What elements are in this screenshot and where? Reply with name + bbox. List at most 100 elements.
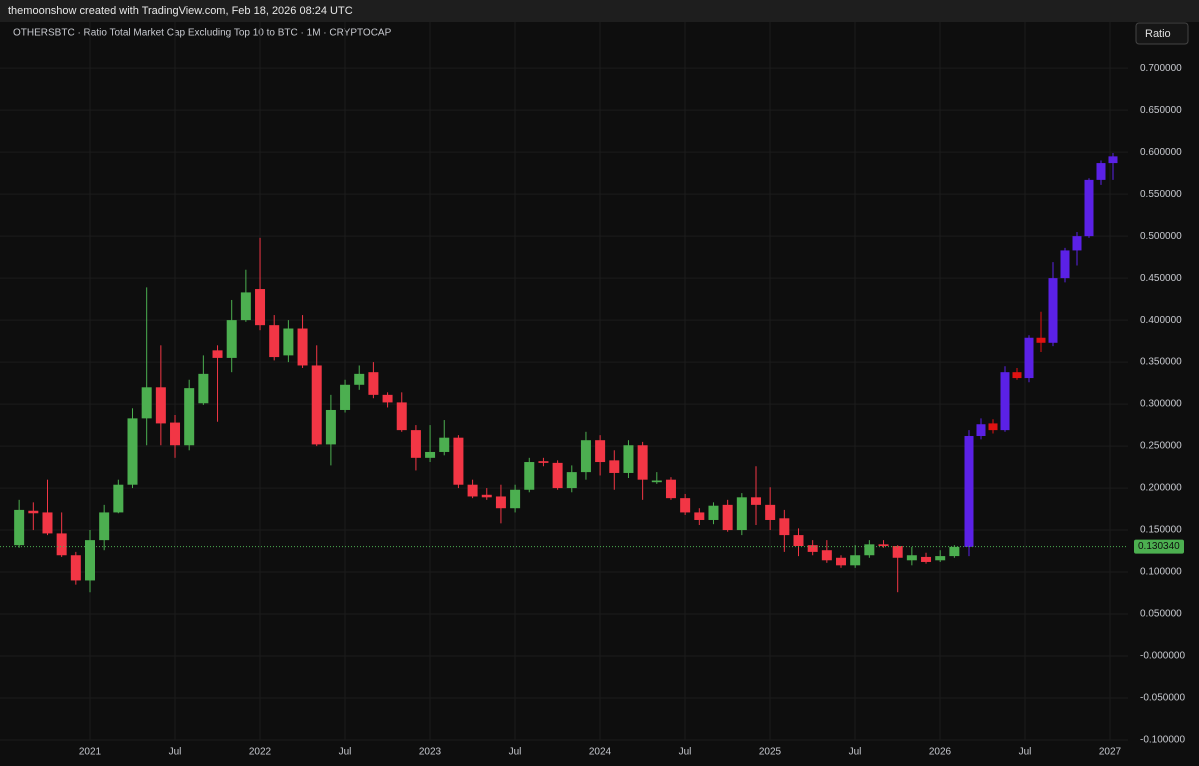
x-tick-label: 2027 xyxy=(1099,747,1122,758)
candle-body xyxy=(1084,179,1094,237)
candle-body xyxy=(495,496,506,509)
candle-body xyxy=(935,556,946,561)
candle-body xyxy=(481,494,492,498)
y-tick-label: 0.200000 xyxy=(1140,483,1182,494)
candle-body xyxy=(42,512,53,534)
candle-body xyxy=(1072,236,1082,251)
x-tick-label: Jul xyxy=(1019,747,1032,758)
candle-body xyxy=(28,510,39,514)
y-tick-label: 0.500000 xyxy=(1140,231,1182,242)
y-tick-label: 0.400000 xyxy=(1140,315,1182,326)
x-tick-label: Jul xyxy=(679,747,692,758)
candle-body xyxy=(736,497,747,531)
candle-body xyxy=(623,445,634,473)
y-tick-label: 0.050000 xyxy=(1140,609,1182,620)
x-tick-label: 2026 xyxy=(929,747,952,758)
candle-body xyxy=(976,424,986,437)
y-tick-label: 0.150000 xyxy=(1140,525,1182,536)
candle-body xyxy=(85,540,95,581)
candle-body xyxy=(892,546,903,558)
candle-body xyxy=(255,289,266,326)
y-tick-label: -0.000000 xyxy=(1140,651,1185,662)
x-tick-label: Jul xyxy=(849,747,862,758)
axis: -0.100000 -0.050000 -0.000000 0.050000 0.100… xyxy=(79,63,1186,758)
y-tick-label: 0.250000 xyxy=(1140,441,1182,452)
candle-body xyxy=(609,460,620,473)
y-tick-label: 0.550000 xyxy=(1140,189,1182,200)
candle-body xyxy=(765,504,776,520)
candle-body xyxy=(354,373,365,385)
candle-body xyxy=(311,365,322,445)
candle-body xyxy=(99,512,110,541)
candle-body xyxy=(467,484,478,497)
candle-body xyxy=(1024,337,1034,379)
candle-body xyxy=(708,505,719,520)
candle-body xyxy=(651,480,662,483)
y-tick-label: 0.650000 xyxy=(1140,105,1182,116)
candle-body xyxy=(155,387,166,424)
candle-body xyxy=(382,394,393,403)
candle-body xyxy=(1036,337,1046,343)
candle-body xyxy=(878,544,889,547)
candle-body xyxy=(396,402,407,431)
candle-body xyxy=(14,509,25,546)
candle-body xyxy=(807,545,818,552)
candle-body xyxy=(170,422,181,446)
ratio-button[interactable] xyxy=(1135,22,1189,45)
y-tick-label: 0.300000 xyxy=(1140,399,1182,410)
candle-body xyxy=(750,497,761,505)
header-bar xyxy=(0,0,1199,22)
candle-body xyxy=(113,484,124,513)
x-tick-label: 2024 xyxy=(589,747,612,758)
candle-body xyxy=(864,544,875,556)
chart-title: OTHERSBTC · Ratio Total Market Cap Exclu… xyxy=(13,28,392,39)
candle-body xyxy=(325,409,336,445)
last-price-label: 0.130340 xyxy=(1138,541,1180,552)
x-tick-label: Jul xyxy=(509,747,522,758)
candle-body xyxy=(665,479,676,499)
y-tick-label: 0.100000 xyxy=(1140,567,1182,578)
candle-body xyxy=(368,372,379,395)
y-tick-label: 0.700000 xyxy=(1140,63,1182,74)
candle-body xyxy=(410,430,421,458)
candle-body xyxy=(566,472,577,489)
x-tick-label: 2022 xyxy=(249,747,272,758)
candle-body xyxy=(637,445,648,480)
candle-body xyxy=(1012,372,1022,379)
candle-body xyxy=(836,557,847,566)
y-tick-label: -0.050000 xyxy=(1140,693,1185,704)
candle-body xyxy=(1096,163,1106,180)
candle-body xyxy=(340,384,351,410)
x-tick-label: 2023 xyxy=(419,747,442,758)
candle-body xyxy=(538,461,549,463)
candle-body xyxy=(595,440,606,463)
candle-body xyxy=(439,437,450,452)
price-axis xyxy=(1128,22,1199,766)
candle-body xyxy=(921,556,932,562)
candle-body xyxy=(269,325,280,358)
candle-body xyxy=(212,350,223,358)
y-tick-label: -0.100000 xyxy=(1140,735,1185,746)
candle-body xyxy=(1060,250,1070,279)
candle-body xyxy=(240,292,251,321)
candle-body xyxy=(821,550,832,561)
candle-body xyxy=(580,440,591,473)
x-tick-label: Jul xyxy=(339,747,352,758)
candle-body xyxy=(964,436,974,547)
y-tick-label: 0.600000 xyxy=(1140,147,1182,158)
candle-body xyxy=(1108,156,1118,164)
candle-body xyxy=(141,387,152,419)
candle-body xyxy=(510,489,521,509)
candle-body xyxy=(198,373,209,404)
candle-body xyxy=(127,418,138,485)
candle-body xyxy=(694,512,705,520)
candle-body xyxy=(70,555,81,581)
candle-body xyxy=(283,328,294,356)
y-tick-label: 0.350000 xyxy=(1140,357,1182,368)
candle-body xyxy=(297,328,308,366)
candle-body xyxy=(722,504,733,531)
candle-body xyxy=(1000,372,1010,431)
ratio-button-label[interactable]: Ratio xyxy=(1145,28,1171,40)
